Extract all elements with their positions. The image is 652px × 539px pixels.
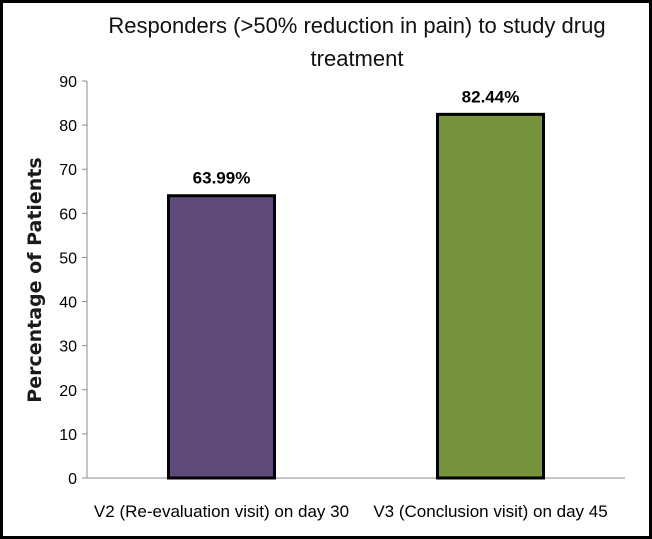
bars-group: 63.99% 82.44%	[167, 87, 545, 480]
chart-title-line-1: Responders (>50% reduction in pain) to s…	[108, 13, 605, 38]
category-labels: V2 (Re-evaluation visit) on day 30 V3 (Co…	[94, 502, 608, 521]
category-label-2: V3 (Conclusion visit) on day 45	[373, 502, 607, 521]
y-tick-label: 80	[59, 118, 77, 135]
y-tick-label: 90	[59, 74, 77, 91]
y-axis-ticks: 0 10 20 30 40 50 60 70 80 90	[59, 74, 87, 488]
y-tick-label: 30	[59, 339, 77, 356]
y-tick-label: 70	[59, 162, 77, 179]
bar-1	[167, 194, 276, 480]
y-tick-label: 50	[59, 250, 77, 267]
y-tick-label: 10	[59, 427, 77, 444]
chart-title-line-2: treatment	[311, 46, 404, 71]
data-label-1: 63.99%	[193, 169, 251, 188]
y-axis-label: Percentage of Patients	[24, 157, 46, 402]
data-label-2: 82.44%	[462, 87, 520, 106]
category-label-1: V2 (Re-evaluation visit) on day 30	[94, 502, 349, 521]
y-tick-label: 60	[59, 206, 77, 223]
y-tick-label: 20	[59, 383, 77, 400]
y-tick-label: 0	[68, 471, 77, 488]
bar-2	[436, 112, 545, 480]
y-tick-label: 40	[59, 295, 77, 312]
